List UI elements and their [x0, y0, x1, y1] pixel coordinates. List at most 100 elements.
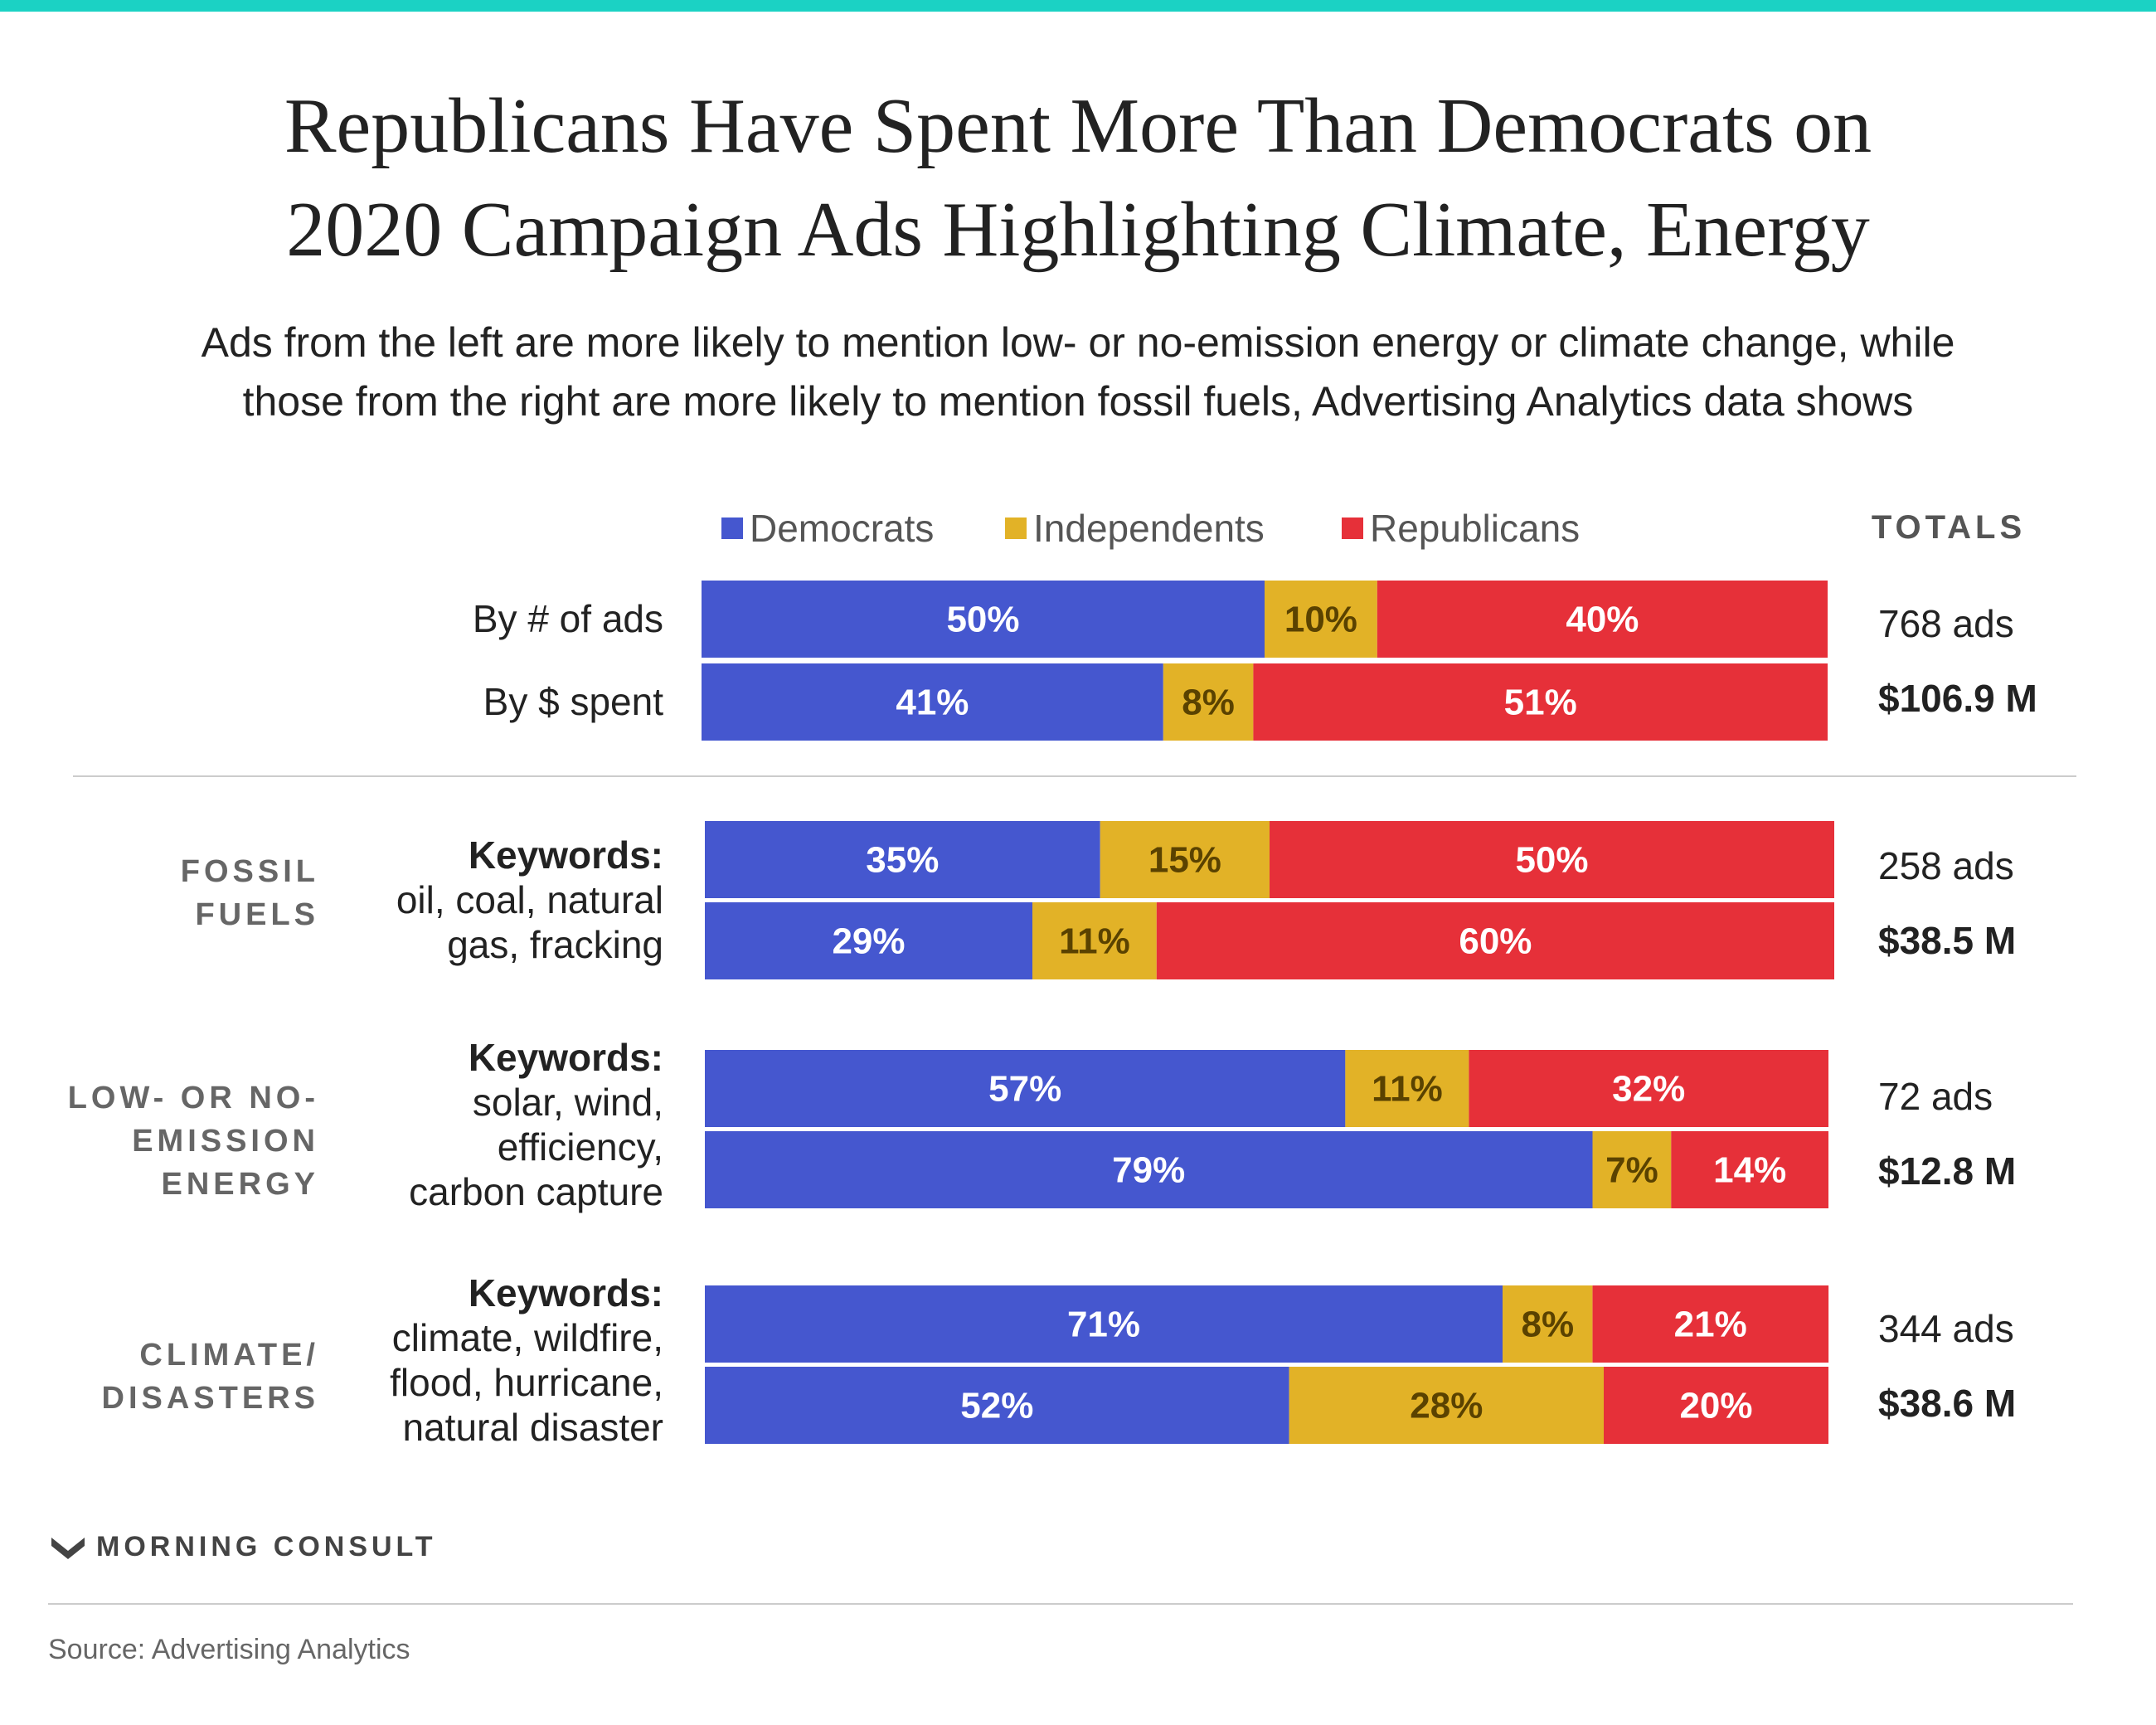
brand-name: MORNING CONSULT [96, 1531, 437, 1562]
bar-segment-republicans [1253, 663, 1828, 741]
keywords-line: gas, fracking [447, 923, 663, 966]
bar-value-label: 10% [1284, 600, 1357, 640]
bar-value-label: 35% [866, 840, 939, 881]
bar-value-label: 52% [960, 1386, 1033, 1426]
top-accent-bar [0, 0, 2156, 12]
bar-value-label: 8% [1522, 1305, 1575, 1345]
title-line-2: 2020 Campaign Ads Highlighting Climate, … [286, 187, 1870, 273]
total-label: 344 ads [1878, 1307, 2014, 1350]
subtitle-line-2: those from the right are more likely to … [242, 378, 1914, 425]
group-label-line: LOW- OR NO- [67, 1081, 319, 1115]
total-label: 72 ads [1878, 1075, 1993, 1118]
brand-logo: MORNING CONSULT [51, 1531, 437, 1563]
morning-consult-mark-icon [51, 1537, 85, 1559]
bar-value-label: 50% [1515, 840, 1588, 881]
legend-swatch-republicans [1342, 518, 1363, 539]
keywords-low-emission: Keywords: solar, wind, efficiency, carbo… [249, 1035, 663, 1214]
group-label-line: EMISSION [132, 1124, 319, 1159]
keywords-climate-disasters: Keywords: climate, wildfire, flood, hurr… [249, 1271, 663, 1450]
bar-segment-independents [1100, 821, 1270, 898]
keywords-line: solar, wind, [472, 1081, 663, 1124]
total-label: 258 ads [1878, 844, 2014, 887]
bar-segment-democrats [705, 1050, 1346, 1127]
chart-subtitle: Ads from the left are more likely to men… [0, 313, 2156, 431]
keywords-fossil-fuels: Keywords: oil, coal, natural gas, fracki… [249, 833, 663, 967]
group-label-fossil-fuels: FOSSIL FUELS [33, 850, 319, 936]
bar-value-label: 8% [1182, 683, 1235, 723]
totals-header: TOTALS [1871, 509, 2027, 546]
bar-segment-independents [1345, 1050, 1469, 1127]
keywords-line: oil, coal, natural [396, 878, 663, 921]
section-divider [73, 775, 2076, 777]
bar-value-label: 60% [1459, 921, 1532, 962]
bar-value-label: 7% [1605, 1150, 1658, 1191]
total-label: $38.6 M [1878, 1382, 2017, 1425]
total-label: $106.9 M [1878, 677, 2037, 720]
bar-value-label: 40% [1566, 600, 1639, 640]
group-label-line: ENERGY [161, 1167, 319, 1202]
group-label-climate-disasters: CLIMATE/ DISASTERS [33, 1334, 319, 1420]
bar-segment-independents [1265, 581, 1377, 658]
bar-value-label: 41% [896, 683, 969, 723]
bar-segment-independents [1032, 902, 1157, 979]
bar-segment-independents [1503, 1285, 1593, 1363]
bar-segment-democrats [705, 1367, 1289, 1444]
bar-segment-republicans [1469, 1050, 1828, 1127]
group-label-line: CLIMATE/ [139, 1338, 319, 1373]
bar-value-label: 15% [1148, 840, 1221, 881]
bar-segment-democrats [705, 1285, 1503, 1363]
keywords-heading: Keywords: [468, 1271, 663, 1314]
title-line-1: Republicans Have Spent More Than Democra… [284, 83, 1872, 169]
bar-value-label: 29% [832, 921, 905, 962]
total-label: 768 ads [1878, 602, 2014, 645]
bar-segment-republicans [1671, 1131, 1828, 1208]
legend-republicans: Republicans [1342, 503, 1580, 553]
bar-segment-democrats [705, 1131, 1593, 1208]
group-label-line: FOSSIL [180, 854, 319, 889]
bar-segment-independents [1163, 663, 1254, 741]
subtitle-line-1: Ads from the left are more likely to men… [201, 319, 1955, 366]
bar-value-label: 57% [988, 1069, 1061, 1110]
group-label-low-emission: LOW- OR NO- EMISSION ENERGY [33, 1076, 319, 1206]
bar-segment-democrats [705, 902, 1032, 979]
source-note: Source: Advertising Analytics [48, 1634, 410, 1665]
keywords-line: natural disaster [402, 1406, 664, 1449]
bar-segment-republicans [1592, 1285, 1829, 1363]
bar-value-label: 11% [1059, 921, 1130, 962]
legend-swatch-independents [1005, 518, 1027, 539]
keywords-heading: Keywords: [468, 1036, 663, 1079]
bar-segment-republicans [1270, 821, 1834, 898]
group-label-line: DISASTERS [101, 1381, 319, 1416]
bar-segment-democrats [705, 821, 1100, 898]
bar-value-label: 51% [1504, 683, 1577, 723]
legend-independents: Independents [1005, 503, 1265, 553]
legend-label-republicans: Republicans [1370, 507, 1581, 550]
legend-label-democrats: Democrats [750, 507, 935, 550]
keywords-line: carbon capture [409, 1170, 663, 1213]
bar-segment-democrats [702, 581, 1265, 658]
keywords-line: efficiency, [497, 1125, 663, 1169]
bar-segment-independents [1289, 1367, 1604, 1444]
bar-value-label: 21% [1674, 1305, 1747, 1345]
bar-value-label: 28% [1410, 1386, 1483, 1426]
bar-segment-independents [1592, 1131, 1672, 1208]
chart-title: Republicans Have Spent More Than Democra… [0, 75, 2156, 282]
total-label: $38.5 M [1878, 919, 2017, 962]
bar-segment-republicans [1156, 902, 1834, 979]
keywords-heading: Keywords: [468, 833, 663, 877]
keywords-line: climate, wildfire, [391, 1316, 663, 1359]
row-label-by-spent: By $ spent [483, 680, 663, 723]
bar-value-label: 71% [1067, 1305, 1140, 1345]
row-label-by-ads: By # of ads [472, 597, 663, 640]
legend-label-independents: Independents [1033, 507, 1265, 550]
bar-segment-republicans [1377, 581, 1828, 658]
group-label-line: FUELS [195, 897, 319, 932]
bar-value-label: 20% [1679, 1386, 1752, 1426]
bar-value-label: 79% [1112, 1150, 1185, 1191]
bar-value-label: 50% [946, 600, 1019, 640]
bar-value-label: 11% [1372, 1069, 1443, 1110]
bar-value-label: 14% [1713, 1150, 1786, 1191]
legend-swatch-democrats [721, 518, 743, 539]
footer-divider [48, 1603, 2073, 1605]
